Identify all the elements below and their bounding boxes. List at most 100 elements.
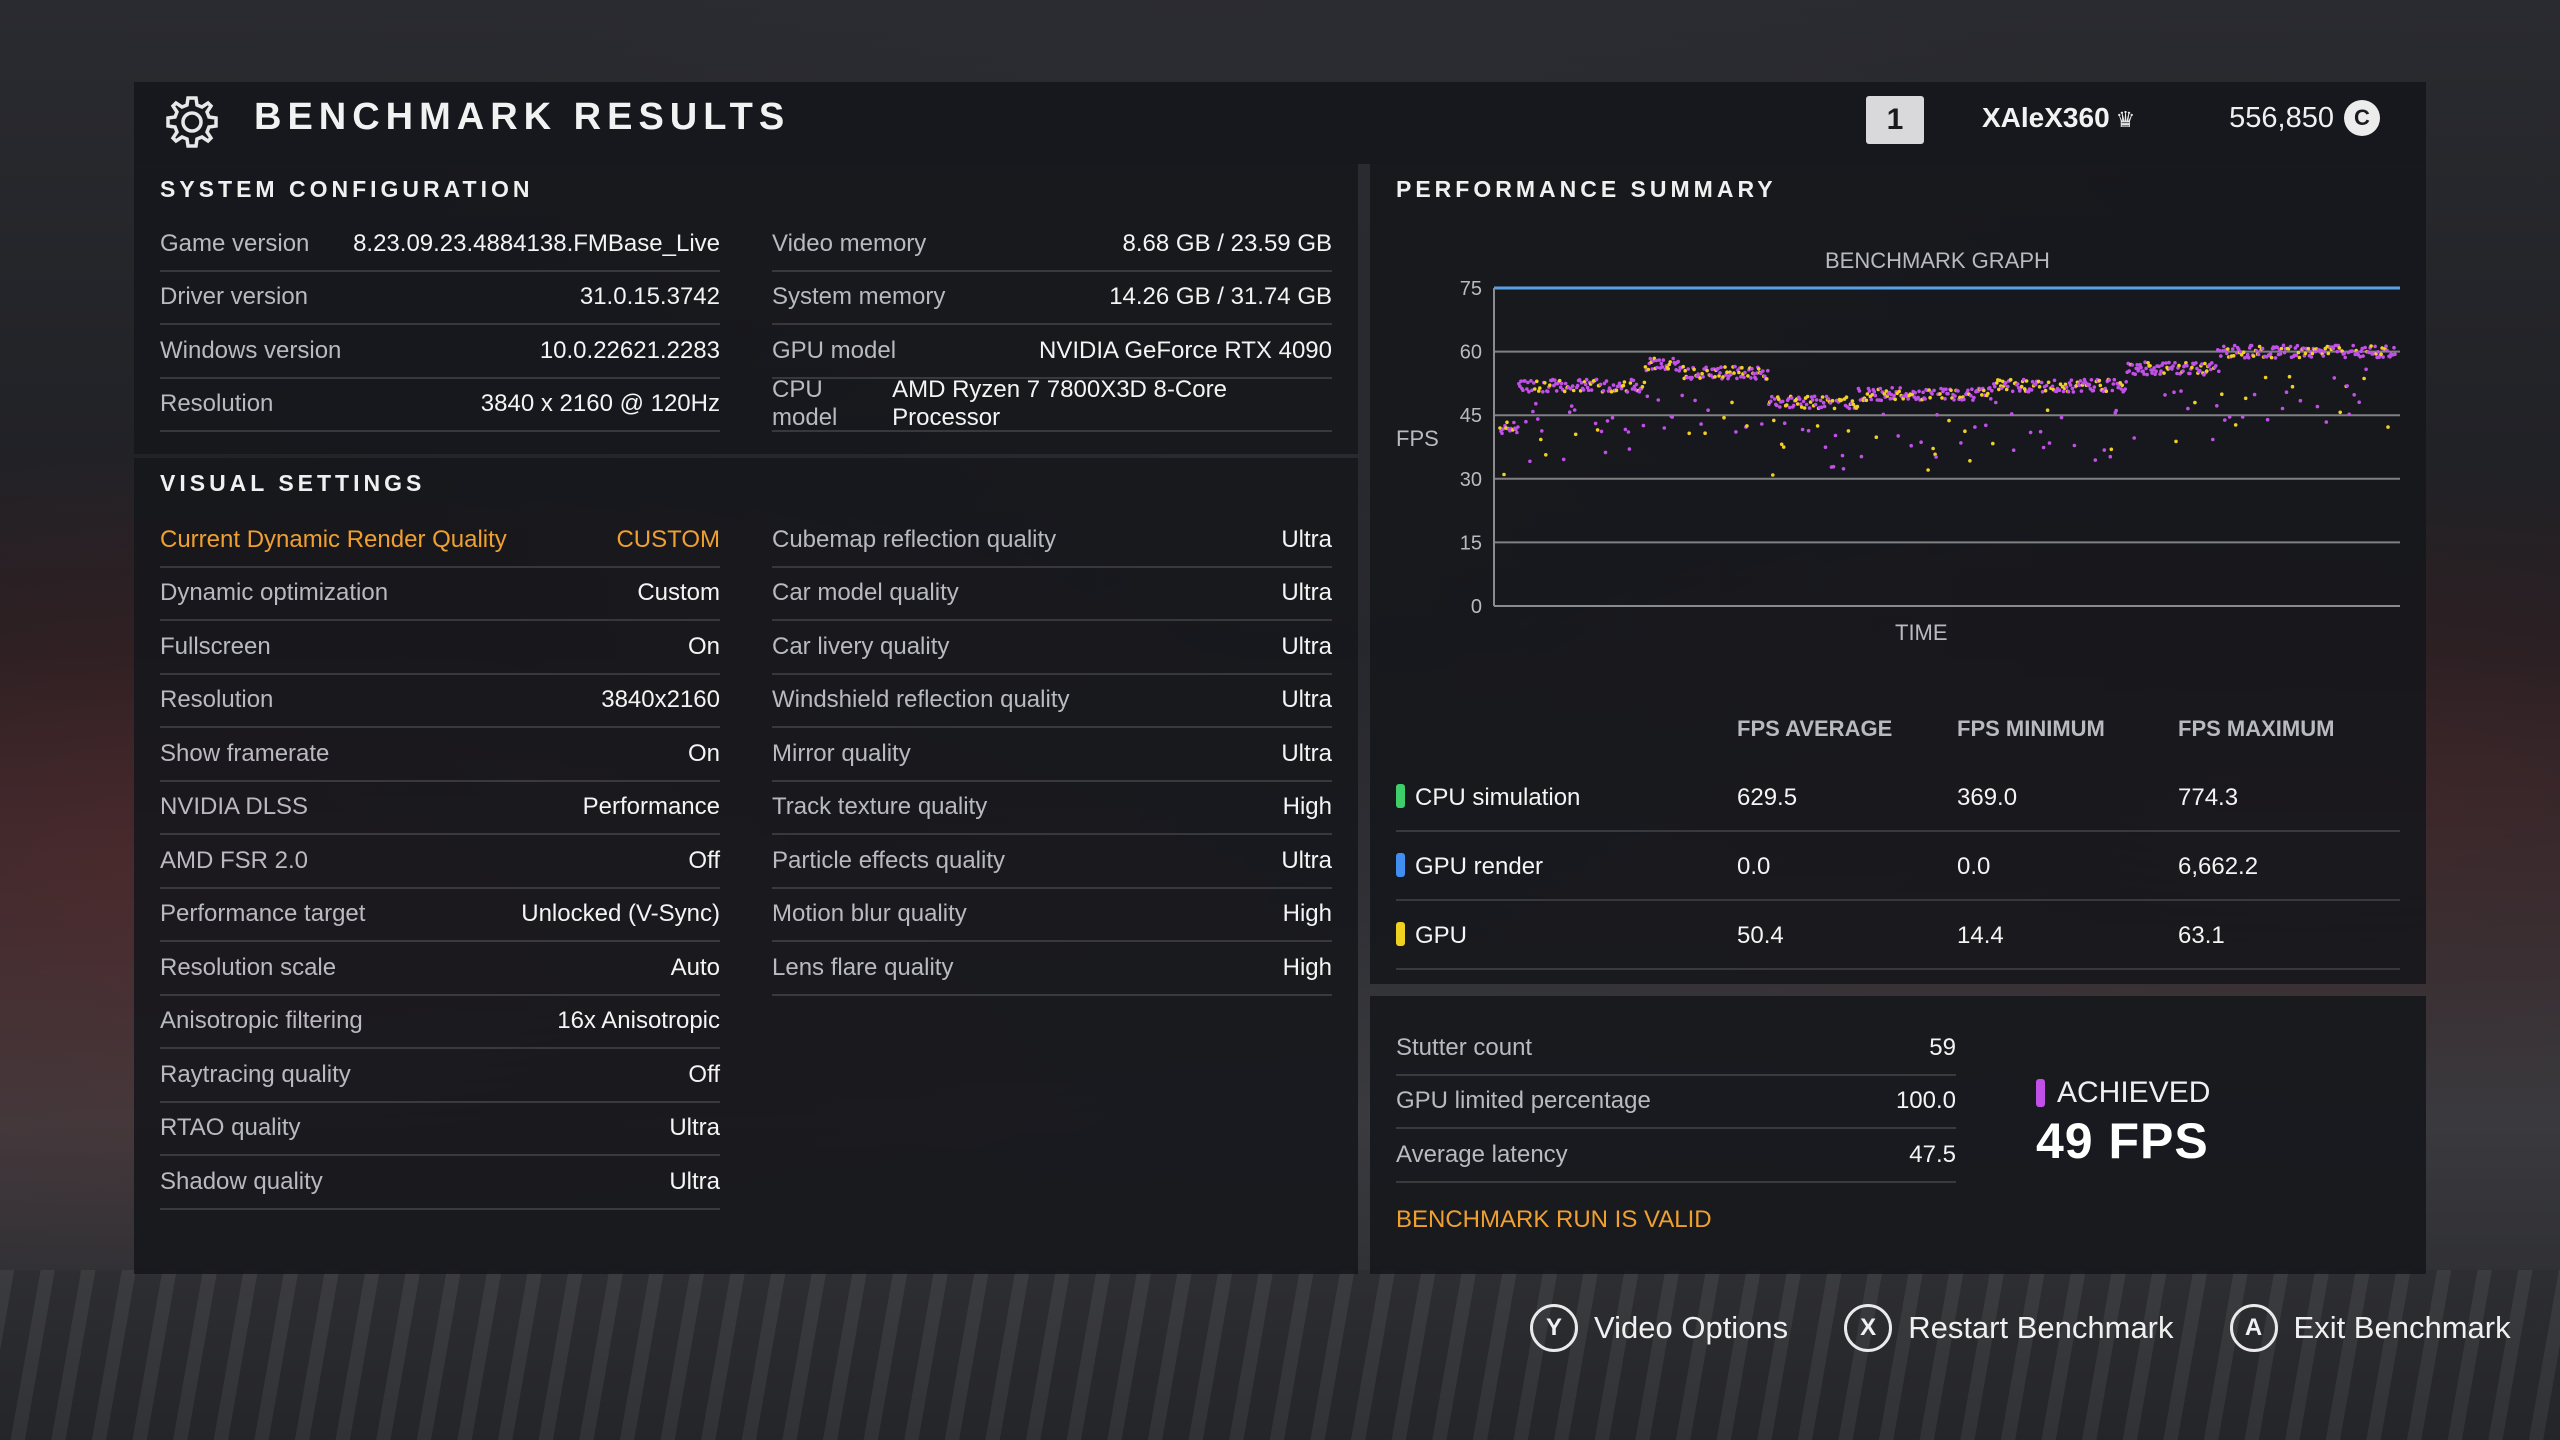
graph-point — [2077, 383, 2082, 388]
graph-point — [2111, 382, 2116, 386]
exit-benchmark-button[interactable]: A Exit Benchmark — [2229, 1304, 2511, 1352]
restart-benchmark-button[interactable]: X Restart Benchmark — [1844, 1304, 2174, 1352]
graph-point — [1690, 375, 1694, 380]
graph-point — [1839, 398, 1844, 402]
graph-point — [2345, 384, 2349, 388]
graph-point — [2093, 458, 2098, 462]
graph-point — [2342, 351, 2346, 356]
graph-point — [1844, 395, 1849, 399]
stat-label: Stutter count — [1396, 1033, 1533, 1061]
graph-point — [2148, 364, 2152, 368]
fps-avg-value: 0.0 — [1737, 853, 1771, 880]
graph-point — [1701, 375, 1705, 379]
setting-row: Show framerate On — [160, 728, 720, 782]
graph-point — [1625, 390, 1630, 394]
graph-point — [2290, 384, 2295, 389]
graph-point — [1882, 392, 1887, 396]
graph-point — [1947, 418, 1951, 423]
graph-point — [2133, 372, 2137, 376]
stat-value: 59 — [1929, 1033, 1956, 1061]
graph-point — [2220, 392, 2224, 396]
system-config-right: Video memory 8.68 GB / 23.59 GB System mem… — [772, 218, 1332, 432]
setting-value: Ultra — [1281, 525, 1332, 553]
stat-row: GPU limited percentage 100.0 — [1396, 1076, 1956, 1129]
setting-row: System memory 14.26 GB / 31.74 GB — [772, 272, 1332, 325]
footer-controls: Y Video Options X Restart Benchmark A Ex… — [1474, 1298, 2511, 1358]
graph-point — [1761, 369, 1765, 373]
graph-point — [2091, 388, 2096, 393]
graph-point — [1831, 464, 1836, 469]
graph-point — [2338, 410, 2342, 415]
graph-point — [1940, 396, 1944, 400]
graph-point — [2321, 354, 2326, 358]
graph-point — [1949, 388, 1953, 393]
graph-point — [2152, 366, 2156, 370]
graph-point — [2263, 375, 2268, 380]
benchmark-stats-panel: Stutter count 59 GPU limited percentage 100… — [1370, 996, 2426, 1274]
graph-point — [1959, 441, 1963, 445]
setting-row: Cubemap reflection quality Ultra — [772, 514, 1332, 568]
graph-point — [1969, 393, 1973, 398]
graph-point — [2190, 365, 2194, 370]
graph-point — [2019, 384, 2024, 389]
graph-point — [2146, 361, 2150, 365]
graph-point — [1973, 425, 1977, 429]
graph-point — [1850, 399, 1855, 403]
fps-min-value: 14.4 — [1957, 922, 2004, 949]
graph-point — [1686, 367, 1690, 371]
graph-point — [2036, 379, 2041, 384]
graph-point — [1878, 386, 1883, 391]
graph-point — [2232, 343, 2237, 348]
graph-point — [1989, 397, 1993, 401]
graph-point — [2142, 372, 2146, 376]
graph-point — [1962, 397, 1966, 402]
graph-point — [1535, 379, 1539, 384]
graph-point — [1890, 386, 1894, 390]
graph-point — [1772, 418, 1776, 423]
graph-point — [1531, 409, 1535, 414]
graph-point — [1548, 383, 1552, 387]
graph-point — [1706, 408, 1710, 412]
graph-point — [1739, 374, 1743, 379]
graph-point — [1498, 426, 1502, 430]
graph-point — [2331, 346, 2336, 351]
graph-point — [1568, 386, 1573, 391]
graph-point — [1909, 443, 1913, 448]
system-config-left: Game version 8.23.09.23.4884138.FMBase_Li… — [160, 218, 720, 432]
graph-point — [1595, 428, 1600, 432]
graph-point — [2185, 363, 2189, 368]
graph-point — [1553, 378, 1557, 382]
fps-row-name: CPU simulation — [1396, 784, 1580, 812]
background-road — [0, 1270, 2560, 1440]
graph-point — [1869, 397, 1874, 402]
benchmark-graph: 75 60 45 30 15 0 — [1460, 278, 2400, 618]
graph-point — [2167, 360, 2171, 365]
graph-point — [1584, 377, 1589, 382]
graph-point — [1527, 390, 1531, 394]
graph-point — [1703, 431, 1707, 436]
graph-point — [2070, 386, 2075, 391]
graph-point — [2144, 366, 2148, 371]
graph-point — [2351, 343, 2355, 348]
graph-point — [2335, 349, 2340, 354]
graph-point — [1810, 398, 1815, 402]
graph-point — [1953, 394, 1957, 398]
graph-point — [1932, 388, 1936, 393]
graph-point — [2171, 364, 2175, 368]
graph-point — [1824, 394, 1829, 399]
graph-point — [1721, 375, 1725, 379]
graph-point — [2265, 417, 2270, 422]
graph-point — [2386, 425, 2390, 429]
graph-point — [1583, 382, 1588, 387]
graph-point — [1809, 395, 1814, 399]
setting-value: 8.68 GB / 23.59 GB — [1122, 229, 1332, 257]
setting-value: On — [687, 739, 720, 767]
setting-label: Dynamic optimization — [160, 579, 389, 607]
setting-value: Off — [688, 846, 720, 874]
setting-value: 16x Anisotropic — [557, 1007, 720, 1035]
graph-point — [1926, 468, 1930, 472]
video-options-button[interactable]: Y Video Options — [1530, 1304, 1788, 1352]
graph-point — [1815, 424, 1820, 428]
setting-row: Track texture quality High — [772, 782, 1332, 835]
graph-point — [2150, 371, 2154, 375]
